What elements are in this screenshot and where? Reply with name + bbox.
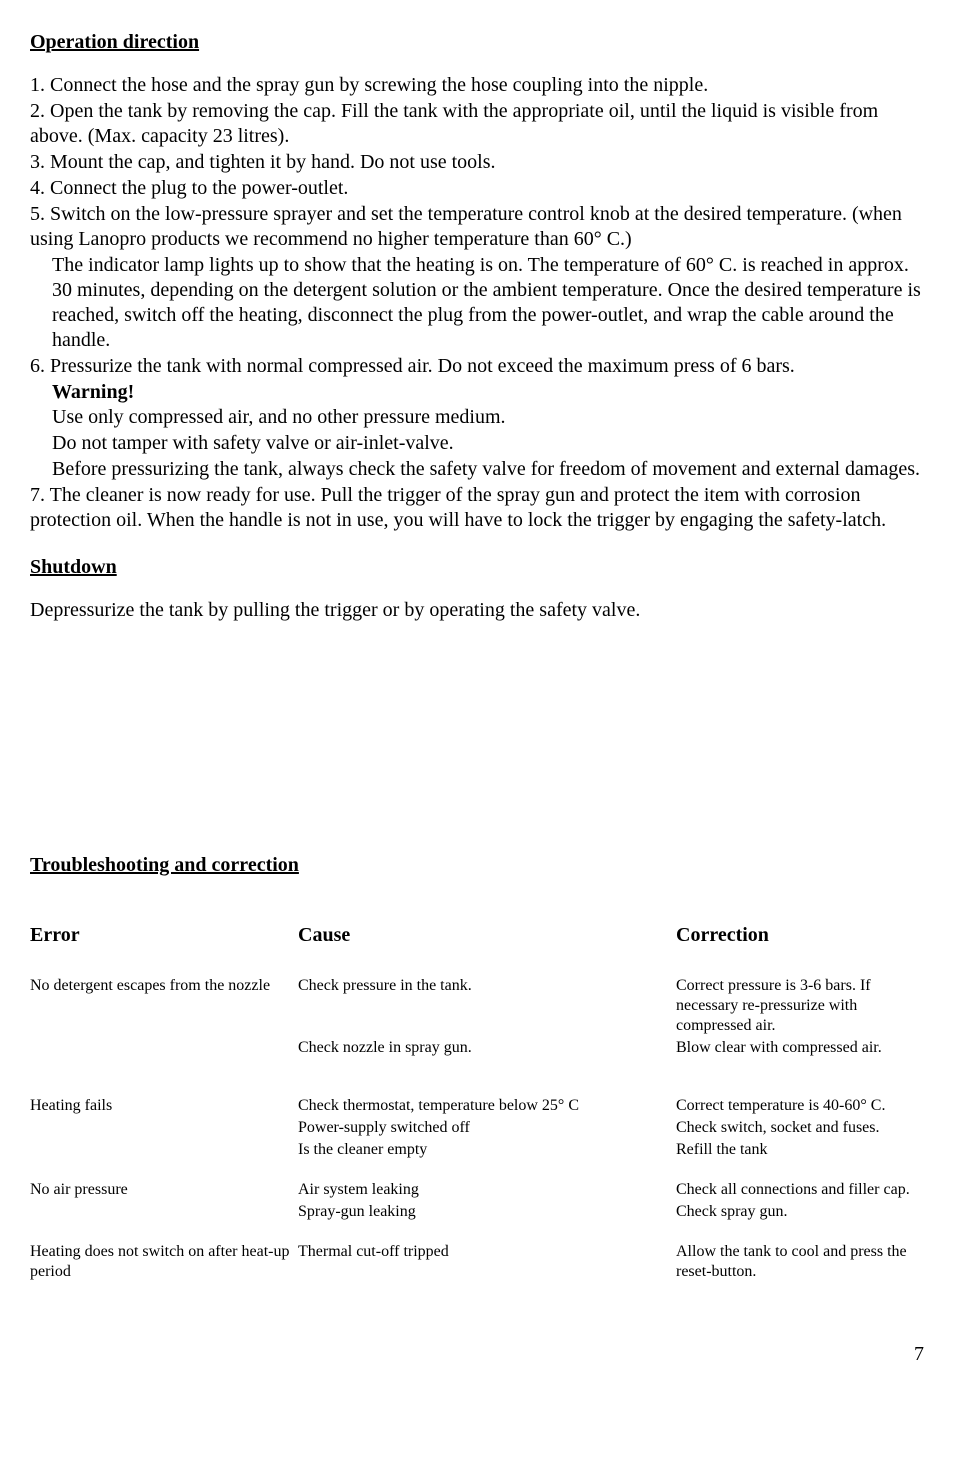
step-6: 6. Pressurize the tank with normal compr… [30, 354, 928, 379]
cell-correction: Check all connections and filler cap. [676, 1180, 928, 1200]
cell-cause: Check pressure in the tank. [298, 976, 676, 1036]
page-number: 7 [30, 1342, 928, 1367]
cell-error: Heating does not switch on after heat-up… [30, 1242, 298, 1282]
cell-error [30, 1202, 298, 1222]
cell-cause: Power-supply switched off [298, 1118, 676, 1138]
cell-cause: Check nozzle in spray gun. [298, 1038, 676, 1058]
table-row: Heating failsCheck thermostat, temperatu… [30, 1096, 928, 1116]
header-correction: Correction [676, 923, 928, 948]
warning-label: Warning! [30, 380, 928, 405]
cell-error: No air pressure [30, 1180, 298, 1200]
table-row: Heating does not switch on after heat-up… [30, 1242, 928, 1282]
warning-line-3: Before pressurizing the tank, always che… [30, 457, 928, 482]
step-7: 7. The cleaner is now ready for use. Pul… [30, 483, 928, 533]
cell-cause: Air system leaking [298, 1180, 676, 1200]
step-5: 5. Switch on the low-pressure sprayer an… [30, 202, 928, 252]
table-header-row: Error Cause Correction [30, 923, 928, 948]
step-5-text: 5. Switch on the low-pressure sprayer an… [30, 203, 902, 250]
cell-correction: Correct temperature is 40-60° C. [676, 1096, 928, 1116]
table-row: Spray-gun leakingCheck spray gun. [30, 1202, 928, 1222]
cell-error [30, 1038, 298, 1058]
table-row: No detergent escapes from the nozzleChec… [30, 976, 928, 1036]
step-2: 2. Open the tank by removing the cap. Fi… [30, 99, 928, 149]
operation-heading: Operation direction [30, 30, 928, 55]
operation-steps: 1. Connect the hose and the spray gun by… [30, 73, 928, 533]
table-row: Is the cleaner emptyRefill the tank [30, 1140, 928, 1160]
step-5-continued: The indicator lamp lights up to show tha… [30, 253, 928, 353]
table-row: No air pressureAir system leakingCheck a… [30, 1180, 928, 1200]
step-3: 3. Mount the cap, and tighten it by hand… [30, 150, 928, 175]
cell-correction: Correct pressure is 3-6 bars. If necessa… [676, 976, 928, 1036]
cell-error [30, 1140, 298, 1160]
cell-cause: Thermal cut-off tripped [298, 1242, 676, 1282]
cell-cause: Check thermostat, temperature below 25° … [298, 1096, 676, 1116]
cell-error: Heating fails [30, 1096, 298, 1116]
header-cause: Cause [298, 923, 676, 948]
cell-error: No detergent escapes from the nozzle [30, 976, 298, 1036]
troubleshoot-table: Error Cause Correction No detergent esca… [30, 923, 928, 1282]
cell-correction: Allow the tank to cool and press the res… [676, 1242, 928, 1282]
cell-cause: Is the cleaner empty [298, 1140, 676, 1160]
cell-correction: Refill the tank [676, 1140, 928, 1160]
cell-cause: Spray-gun leaking [298, 1202, 676, 1222]
shutdown-text: Depressurize the tank by pulling the tri… [30, 598, 928, 623]
shutdown-heading: Shutdown [30, 555, 928, 580]
warning-line-1: Use only compressed air, and no other pr… [30, 405, 928, 430]
troubleshoot-heading: Troubleshooting and correction [30, 853, 928, 878]
header-error: Error [30, 923, 298, 948]
table-row: Check nozzle in spray gun.Blow clear wit… [30, 1038, 928, 1058]
table-row: Power-supply switched offCheck switch, s… [30, 1118, 928, 1138]
cell-correction: Check spray gun. [676, 1202, 928, 1222]
warning-line-2: Do not tamper with safety valve or air-i… [30, 431, 928, 456]
cell-correction: Blow clear with compressed air. [676, 1038, 928, 1058]
step-4: 4. Connect the plug to the power-outlet. [30, 176, 928, 201]
table-body: No detergent escapes from the nozzleChec… [30, 976, 928, 1282]
cell-correction: Check switch, socket and fuses. [676, 1118, 928, 1138]
cell-error [30, 1118, 298, 1138]
step-1: 1. Connect the hose and the spray gun by… [30, 73, 928, 98]
